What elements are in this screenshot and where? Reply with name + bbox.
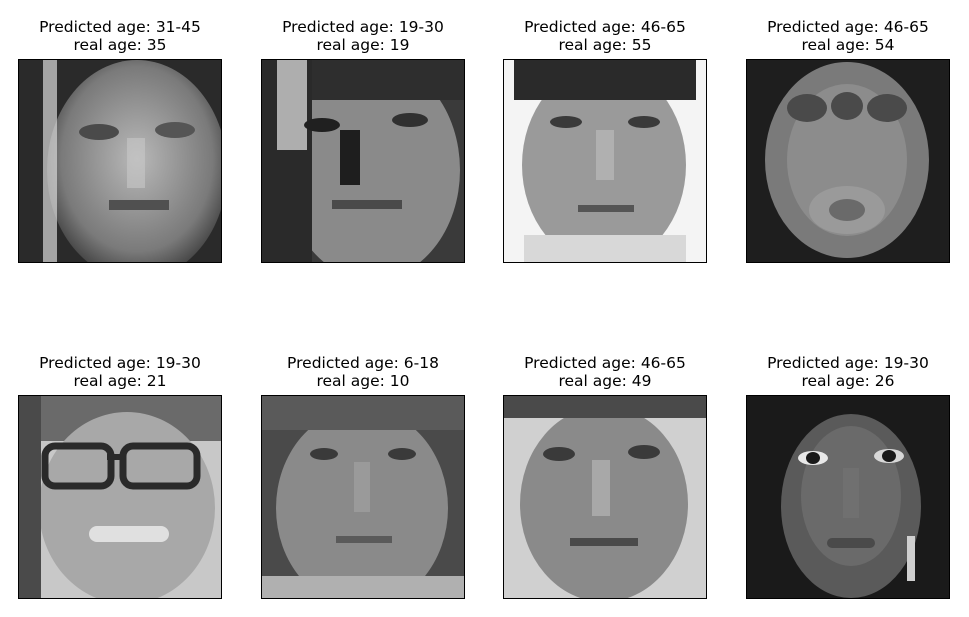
real-age-label: real age: 55: [558, 36, 652, 54]
panel-title: Predicted age: 46-65 real age: 54: [746, 18, 950, 54]
predicted-age-label: Predicted age: 19-30: [39, 354, 201, 372]
panel-title: Predicted age: 31-45 real age: 35: [18, 18, 222, 54]
predicted-age-label: Predicted age: 31-45: [39, 18, 201, 36]
face-image: [261, 59, 465, 263]
real-age-label: real age: 49: [558, 372, 652, 390]
face-photo-4: [747, 60, 949, 262]
panel-title: Predicted age: 19-30 real age: 19: [261, 18, 465, 54]
panel-title: Predicted age: 46-65 real age: 49: [503, 354, 707, 390]
face-photo-2: [262, 60, 464, 262]
panel-title: Predicted age: 46-65 real age: 55: [503, 18, 707, 54]
real-age-label: real age: 26: [801, 372, 895, 390]
face-image: [261, 395, 465, 599]
face-image: [503, 395, 707, 599]
real-age-label: real age: 35: [73, 36, 167, 54]
panel-title: Predicted age: 6-18 real age: 10: [261, 354, 465, 390]
predicted-age-label: Predicted age: 46-65: [524, 354, 686, 372]
panel-title: Predicted age: 19-30 real age: 26: [746, 354, 950, 390]
predicted-age-label: Predicted age: 19-30: [767, 354, 929, 372]
face-photo-5: [19, 396, 221, 598]
face-photo-6: [262, 396, 464, 598]
face-image: [18, 59, 222, 263]
predicted-age-label: Predicted age: 19-30: [282, 18, 444, 36]
predicted-age-label: Predicted age: 6-18: [287, 354, 439, 372]
real-age-label: real age: 54: [801, 36, 895, 54]
face-image: [18, 395, 222, 599]
real-age-label: real age: 19: [316, 36, 410, 54]
panel-title: Predicted age: 19-30 real age: 21: [18, 354, 222, 390]
face-photo-1: [19, 60, 221, 262]
predicted-age-label: Predicted age: 46-65: [767, 18, 929, 36]
face-photo-8: [747, 396, 949, 598]
face-image: [746, 59, 950, 263]
real-age-label: real age: 21: [73, 372, 167, 390]
face-image: [503, 59, 707, 263]
face-photo-3: [504, 60, 706, 262]
face-photo-7: [504, 396, 706, 598]
predicted-age-label: Predicted age: 46-65: [524, 18, 686, 36]
face-image: [746, 395, 950, 599]
real-age-label: real age: 10: [316, 372, 410, 390]
